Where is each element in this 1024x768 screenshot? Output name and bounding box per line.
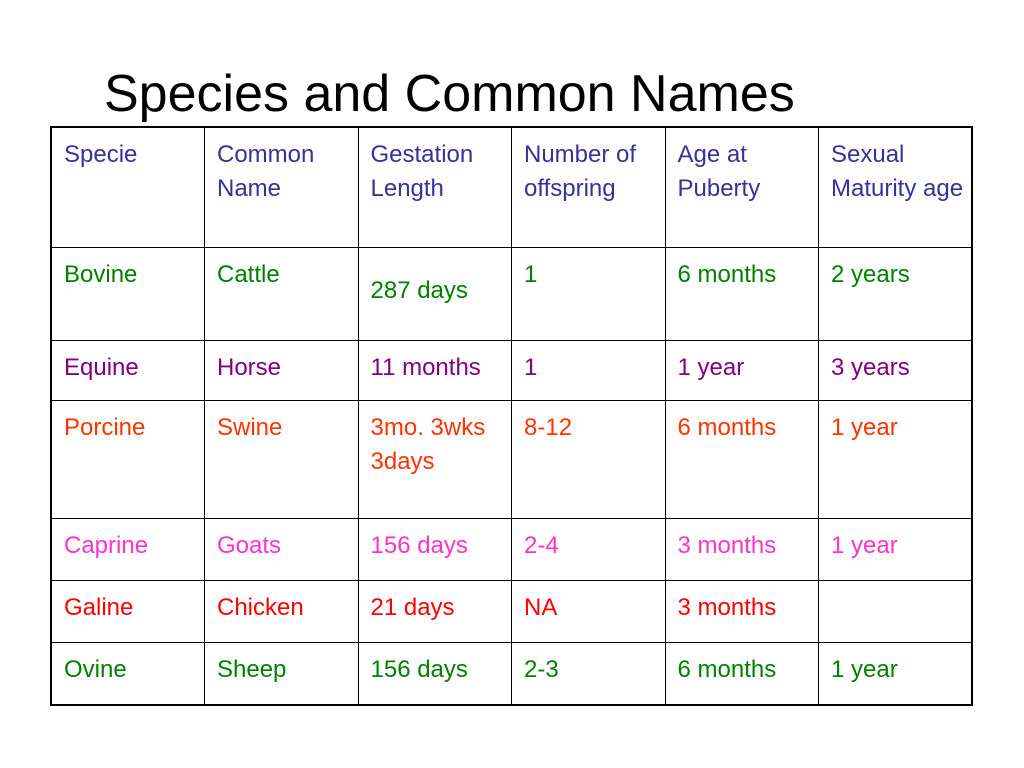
cell-sexual-maturity-age xyxy=(818,580,973,643)
slide-title: Species and Common Names xyxy=(104,65,795,123)
table-row: Equine Horse 11 months 1 1 year 3 years xyxy=(50,340,973,401)
cell-common-name: Horse xyxy=(204,340,359,401)
header-cell-sexual-maturity-age: Sexual Maturity age xyxy=(818,126,973,248)
species-table: Specie Common Name Gestation Length Numb… xyxy=(50,126,973,706)
cell-age-at-puberty: 1 year xyxy=(664,340,819,401)
cell-age-at-puberty: 6 months xyxy=(664,400,819,519)
cell-gestation-length: 21 days xyxy=(357,580,512,643)
cell-number-of-offspring: 1 xyxy=(511,247,666,341)
table-header-row: Specie Common Name Gestation Length Numb… xyxy=(50,126,973,248)
cell-number-of-offspring: 1 xyxy=(511,340,666,401)
cell-gestation-length: 3mo. 3wks 3days xyxy=(357,400,512,519)
header-cell-gestation-length: Gestation Length xyxy=(357,126,512,248)
cell-common-name: Chicken xyxy=(204,580,359,643)
cell-number-of-offspring: 2-3 xyxy=(511,642,666,706)
table-row: Ovine Sheep 156 days 2-3 6 months 1 year xyxy=(50,642,973,706)
cell-age-at-puberty: 6 months xyxy=(664,247,819,341)
header-cell-number-of-offspring: Number of offspring xyxy=(511,126,666,248)
cell-sexual-maturity-age: 3 years xyxy=(818,340,973,401)
cell-specie: Bovine xyxy=(50,247,205,341)
cell-sexual-maturity-age: 1 year xyxy=(818,642,973,706)
cell-common-name: Sheep xyxy=(204,642,359,706)
cell-gestation-length: 156 days xyxy=(357,642,512,706)
header-cell-specie: Specie xyxy=(50,126,205,248)
cell-specie: Equine xyxy=(50,340,205,401)
cell-age-at-puberty: 3 months xyxy=(664,518,819,581)
cell-sexual-maturity-age: 1 year xyxy=(818,518,973,581)
table-row: Galine Chicken 21 days NA 3 months xyxy=(50,580,973,643)
cell-gestation-length: 156 days xyxy=(357,518,512,581)
cell-common-name: Swine xyxy=(204,400,359,519)
cell-specie: Ovine xyxy=(50,642,205,706)
cell-common-name: Cattle xyxy=(204,247,359,341)
table-row: Caprine Goats 156 days 2-4 3 months 1 ye… xyxy=(50,518,973,581)
cell-sexual-maturity-age: 2 years xyxy=(818,247,973,341)
cell-number-of-offspring: NA xyxy=(511,580,666,643)
cell-sexual-maturity-age: 1 year xyxy=(818,400,973,519)
cell-number-of-offspring: 2-4 xyxy=(511,518,666,581)
cell-gestation-length: 11 months xyxy=(357,340,512,401)
cell-gestation-length: 287 days xyxy=(357,247,512,341)
cell-common-name: Goats xyxy=(204,518,359,581)
header-cell-common-name: Common Name xyxy=(204,126,359,248)
cell-specie: Galine xyxy=(50,580,205,643)
cell-number-of-offspring: 8-12 xyxy=(511,400,666,519)
cell-specie: Porcine xyxy=(50,400,205,519)
cell-age-at-puberty: 6 months xyxy=(664,642,819,706)
cell-age-at-puberty: 3 months xyxy=(664,580,819,643)
table-row: Porcine Swine 3mo. 3wks 3days 8-12 6 mon… xyxy=(50,400,973,519)
table-row: Bovine Cattle 287 days 1 6 months 2 year… xyxy=(50,247,973,341)
header-cell-age-at-puberty: Age at Puberty xyxy=(664,126,819,248)
cell-specie: Caprine xyxy=(50,518,205,581)
